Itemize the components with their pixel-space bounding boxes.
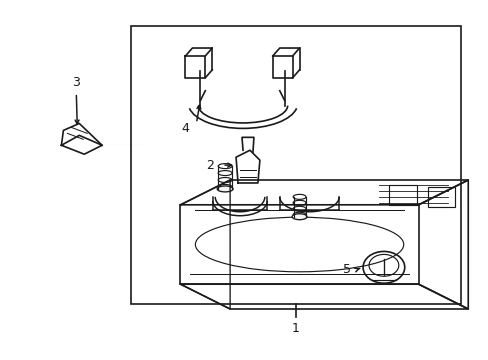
Bar [427,187,454,207]
Ellipse shape [291,214,306,220]
Bar [131,26,460,304]
Text: 3: 3 [72,76,80,89]
Text: 4: 4 [181,122,189,135]
Bar [388,185,416,205]
Ellipse shape [217,186,233,192]
Text: 2: 2 [206,159,214,172]
Text: 5: 5 [343,263,350,276]
Text: 1: 1 [291,322,299,336]
